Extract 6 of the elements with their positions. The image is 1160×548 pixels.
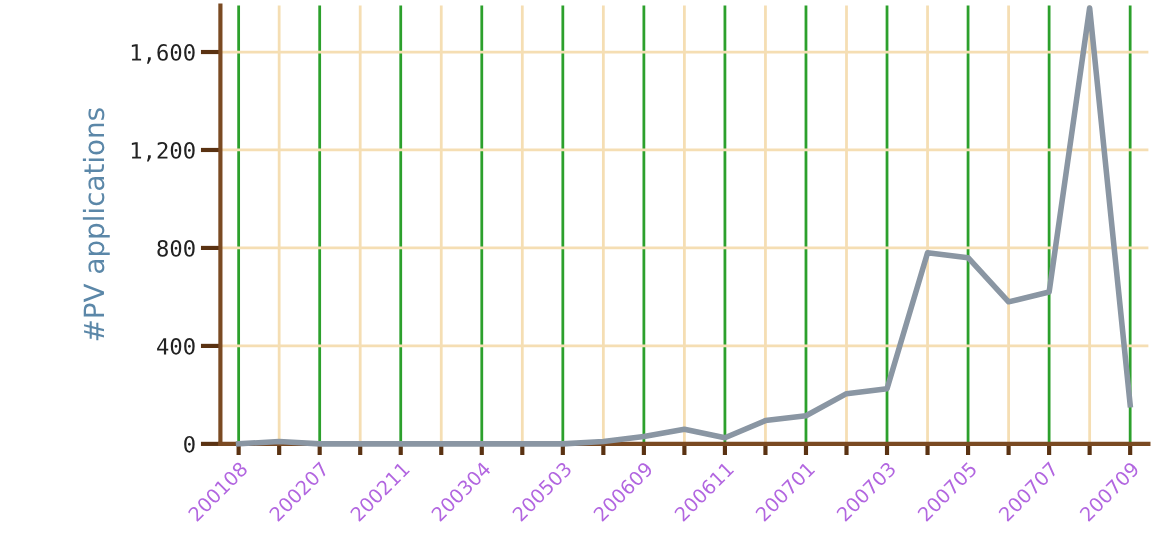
y-tick-label: 800 [157, 239, 195, 257]
y-tick-label: 1,600 [131, 44, 195, 64]
y-tick-label: 400 [157, 337, 195, 355]
y-tick-label: 0 [184, 435, 195, 453]
y-tick-label: 1,200 [131, 141, 195, 162]
y-axis-title: #PV applications [82, 108, 110, 341]
